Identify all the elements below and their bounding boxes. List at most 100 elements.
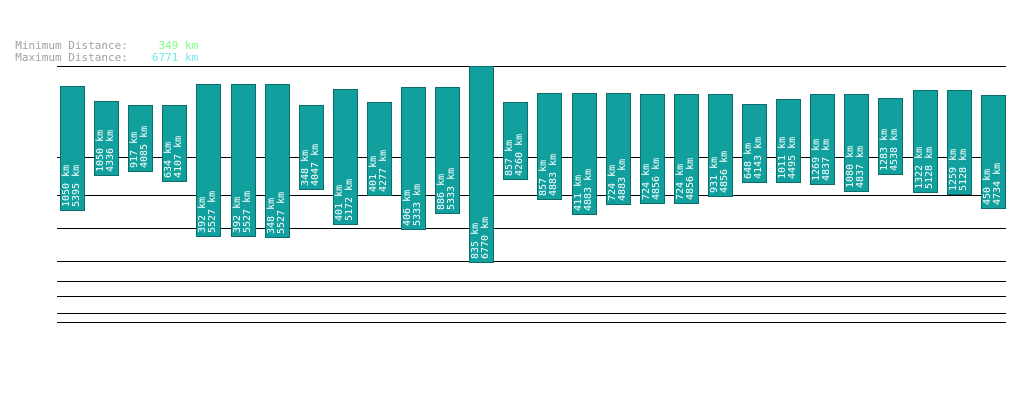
bar-rect-7 (299, 105, 324, 190)
bar-rect-13 (503, 102, 528, 180)
bar-label-23-0: 1080 km (845, 146, 856, 188)
min-distance-row: Minimum Distance: 349 km (2, 26, 198, 52)
max-distance-value: 6771 km (151, 51, 199, 64)
bar-rect-14 (537, 93, 562, 200)
bar-26: 1259 km 5128 km (947, 90, 972, 195)
bar-rect-3 (162, 105, 187, 182)
bar-label-16-1: 4883 km (617, 159, 628, 201)
bar-15: 411 km 4883 km (572, 93, 597, 215)
bar-label-23-1: 4837 km (855, 146, 866, 188)
bar-25: 1322 km 5128 km (913, 90, 938, 193)
bar-4: 392 km 5527 km (196, 84, 221, 237)
bar-13: 857 km 4260 km (503, 102, 528, 180)
bar-label-27-0: 450 km (982, 169, 993, 205)
bar-label-20-0: 648 km (743, 143, 754, 179)
bar-label-22-1: 4837 km (821, 139, 832, 181)
bar-label-15-0: 411 km (573, 175, 584, 211)
bar-label-18-1: 4856 km (685, 158, 696, 200)
bar-rect-26 (947, 90, 972, 195)
bar-label-25-0: 1322 km (914, 147, 925, 189)
bar-label-4-1: 5527 km (207, 191, 218, 233)
bar-rect-21 (776, 99, 801, 183)
bar-label-15-1: 4883 km (583, 169, 594, 211)
bar-20: 648 km 4143 km (742, 104, 767, 183)
bar-label-18-0: 724 km (675, 164, 686, 200)
bar-label-13-0: 857 km (504, 140, 515, 176)
bar-rect-0 (60, 86, 85, 211)
bar-label-25-1: 5128 km (924, 147, 935, 189)
bar-rect-23 (844, 94, 869, 192)
bar-label-1-0: 1050 km (95, 130, 106, 172)
bar-rect-2 (128, 105, 153, 172)
bar-label-11-1: 5333 km (446, 168, 457, 210)
bar-rect-25 (913, 90, 938, 193)
bar-17: 724 km 4856 km (640, 94, 665, 204)
bar-label-5-0: 392 km (232, 197, 243, 233)
bar-label-26-1: 5128 km (958, 149, 969, 191)
bar-label-9-1: 4277 km (378, 150, 389, 192)
bar-label-9-0: 401 km (368, 156, 379, 192)
bar-label-13-1: 4260 km (514, 134, 525, 176)
bar-19: 931 km 4856 km (708, 94, 733, 197)
bar-rect-20 (742, 104, 767, 183)
bar-11: 886 km 5333 km (435, 87, 460, 214)
bar-label-4-0: 392 km (197, 197, 208, 233)
bar-label-3-0: 634 km (163, 142, 174, 178)
bar-label-1-1: 4336 km (105, 130, 116, 172)
bar-label-14-0: 857 km (538, 160, 549, 196)
bar-label-7-0: 348 km (300, 150, 311, 186)
bar-label-7-1: 4047 km (310, 144, 321, 186)
bar-rect-22 (810, 94, 835, 185)
bar-14: 857 km 4883 km (537, 93, 562, 200)
bar-label-21-0: 1011 km (777, 137, 788, 179)
bar-label-10-0: 406 km (402, 190, 413, 226)
bar-label-24-0: 1283 km (879, 129, 890, 171)
bar-label-17-1: 4856 km (651, 158, 662, 200)
min-distance-value: 349 km (158, 39, 199, 52)
bar-rect-11 (435, 87, 460, 214)
bar-23: 1080 km 4837 km (844, 94, 869, 192)
bar-label-0-1: 5395 km (71, 165, 82, 207)
bar-label-26-0: 1259 km (948, 149, 959, 191)
bar-7: 348 km 4047 km (299, 105, 324, 190)
bar-label-24-1: 4538 km (889, 129, 900, 171)
bar-5: 392 km 5527 km (231, 84, 256, 237)
bar-label-2-0: 917 km (129, 132, 140, 168)
bar-rect-5 (231, 84, 256, 237)
bar-label-17-0: 724 km (641, 164, 652, 200)
bar-rect-19 (708, 94, 733, 197)
min-distance-label: Minimum Distance: (15, 39, 128, 52)
bar-rect-1 (94, 101, 119, 176)
bar-label-8-0: 401 km (334, 185, 345, 221)
bar-rect-10 (401, 87, 426, 230)
bar-label-5-1: 5527 km (242, 191, 253, 233)
bar-rect-6 (265, 84, 290, 238)
bar-2: 917 km 4085 km (128, 105, 153, 172)
bar-rect-8 (333, 89, 358, 225)
bar-6: 348 km 5527 km (265, 84, 290, 238)
bar-22: 1269 km 4837 km (810, 94, 835, 185)
bar-rect-16 (606, 93, 631, 205)
bar-3: 634 km 4107 km (162, 105, 187, 182)
max-distance-row: Maximum Distance: 6771 km (2, 38, 198, 64)
bar-rect-17 (640, 94, 665, 204)
bar-label-20-1: 4143 km (753, 137, 764, 179)
bar-8: 401 km 5172 km (333, 89, 358, 225)
bar-label-27-1: 4734 km (992, 163, 1003, 205)
bar-27: 450 km 4734 km (981, 95, 1006, 209)
max-distance-label: Maximum Distance: (15, 51, 128, 64)
bar-1: 1050 km 4336 km (94, 101, 119, 176)
bar-label-11-0: 886 km (436, 174, 447, 210)
bar-label-2-1: 4085 km (139, 126, 150, 168)
bar-label-21-1: 4495 km (787, 137, 798, 179)
bar-18: 724 km 4856 km (674, 94, 699, 204)
bar-rect-27 (981, 95, 1006, 209)
bar-rect-18 (674, 94, 699, 204)
bar-label-19-0: 931 km (709, 157, 720, 193)
bar-label-3-1: 4107 km (173, 136, 184, 178)
bar-0: 1050 km 5395 km (60, 86, 85, 211)
bar-label-0-0: 1050 km (61, 165, 72, 207)
bar-label-10-1: 5333 km (412, 184, 423, 226)
